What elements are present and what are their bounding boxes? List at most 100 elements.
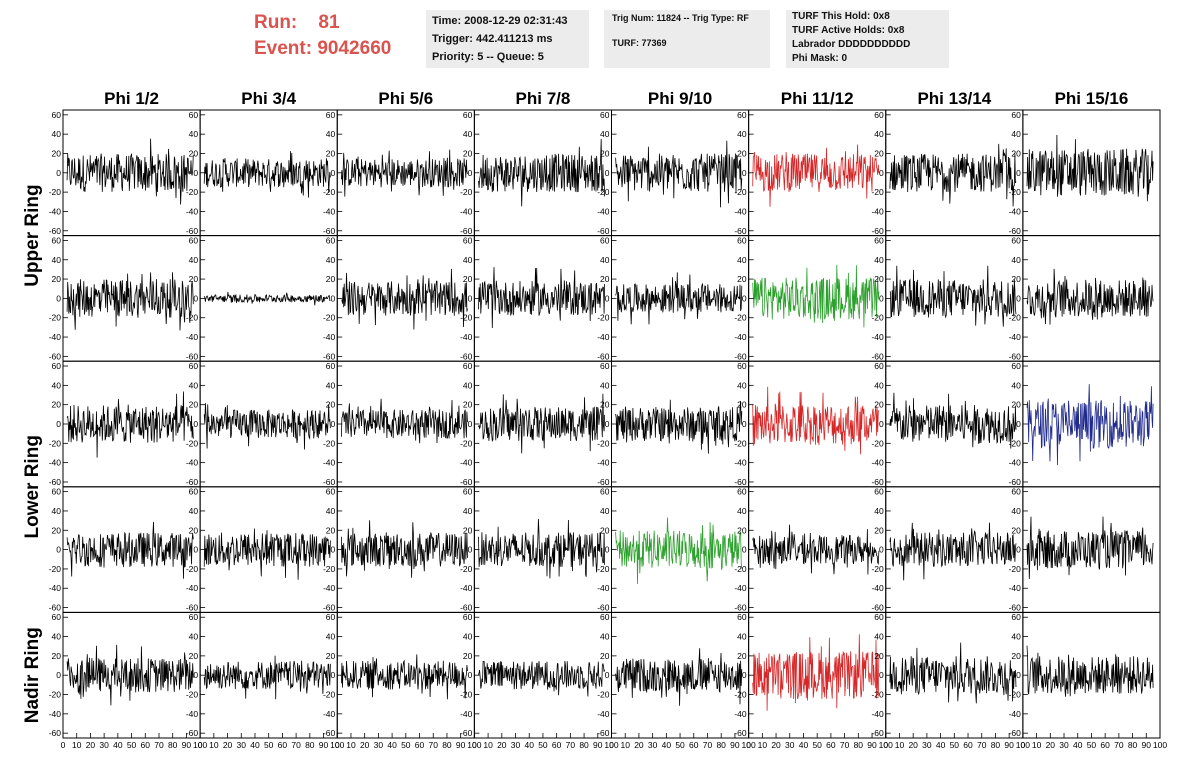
y-tick-label: 40 xyxy=(326,506,336,516)
y-tick-label: 20 xyxy=(463,274,473,284)
event-row: Event: 9042660 xyxy=(254,36,391,62)
y-tick-label: 0 xyxy=(331,545,336,555)
y-tick-label: -40 xyxy=(871,206,884,216)
x-tick-label: 40 xyxy=(250,740,260,750)
y-tick-label: 40 xyxy=(52,506,62,516)
y-tick-label: 40 xyxy=(326,380,336,390)
x-tick-label: 80 xyxy=(442,740,452,750)
y-tick-label: 60 xyxy=(463,235,473,245)
x-tick-label: 70 xyxy=(1114,740,1124,750)
x-tick-label: 60 xyxy=(1100,740,1110,750)
y-tick-label: -20 xyxy=(49,313,62,323)
y-tick-label: -20 xyxy=(186,313,199,323)
y-tick-label: 40 xyxy=(600,632,610,642)
x-tick-label: 30 xyxy=(1059,740,1069,750)
y-tick-label: 40 xyxy=(1011,255,1021,265)
y-tick-label: -60 xyxy=(597,226,610,236)
x-tick-label: 0 xyxy=(883,740,888,750)
panel-frame xyxy=(336,611,475,739)
y-tick-label: -20 xyxy=(871,690,884,700)
y-tick-label: -60 xyxy=(186,351,199,361)
y-tick-label: 60 xyxy=(874,612,884,622)
y-tick-label: -20 xyxy=(186,564,199,574)
y-tick-label: 20 xyxy=(189,651,199,661)
y-tick-label: -60 xyxy=(871,603,884,613)
y-tick-label: 0 xyxy=(879,670,884,680)
y-tick-label: 20 xyxy=(326,148,336,158)
y-tick-label: 20 xyxy=(463,148,473,158)
x-tick-label: 0 xyxy=(335,740,340,750)
y-tick-label: 60 xyxy=(600,612,610,622)
y-tick-label: 60 xyxy=(874,110,884,120)
waveform-trace xyxy=(752,264,880,328)
waveform-trace xyxy=(615,517,743,585)
y-tick-label: 40 xyxy=(326,255,336,265)
x-tick-label: 0 xyxy=(198,740,203,750)
y-tick-label: 60 xyxy=(737,487,747,497)
turf-hold-line: TURF This Hold: 0x8 xyxy=(792,11,890,22)
x-tick-label: 90 xyxy=(730,740,740,750)
y-tick-label: 40 xyxy=(1011,632,1021,642)
trig-info-box: Trig Num: 11824 -- Trig Type: RF TURF: 7… xyxy=(604,10,770,68)
y-tick-label: 0 xyxy=(468,545,473,555)
x-tick-label: 70 xyxy=(291,740,301,750)
y-tick-label: 60 xyxy=(1011,612,1021,622)
y-tick-label: -20 xyxy=(597,438,610,448)
y-tick-label: 20 xyxy=(1011,651,1021,661)
y-tick-label: -60 xyxy=(597,477,610,487)
y-tick-label: -20 xyxy=(460,438,473,448)
y-tick-label: -40 xyxy=(871,583,884,593)
y-tick-label: 20 xyxy=(737,400,747,410)
x-tick-label: 40 xyxy=(524,740,534,750)
y-tick-label: -20 xyxy=(323,313,336,323)
y-tick-label: 20 xyxy=(737,274,747,284)
x-tick-label: 10 xyxy=(346,740,356,750)
y-tick-label: 20 xyxy=(326,400,336,410)
y-tick-label: -40 xyxy=(1009,583,1022,593)
x-tick-label: 50 xyxy=(812,740,822,750)
waveform-trace xyxy=(615,399,743,454)
x-tick-label: 70 xyxy=(840,740,850,750)
y-tick-label: -20 xyxy=(871,438,884,448)
column-header: Phi 11/12 xyxy=(781,89,854,108)
y-tick-label: 20 xyxy=(874,148,884,158)
y-tick-label: 60 xyxy=(874,235,884,245)
y-tick-label: 60 xyxy=(52,612,62,622)
y-tick-label: -40 xyxy=(1009,458,1022,468)
x-tick-label: 30 xyxy=(237,740,247,750)
y-tick-label: -20 xyxy=(1009,564,1022,574)
y-tick-label: 40 xyxy=(737,255,747,265)
waveform-trace xyxy=(889,642,1017,704)
waveform-trace xyxy=(66,138,194,205)
y-tick-label: 40 xyxy=(1011,506,1021,516)
y-tick-label: 40 xyxy=(874,129,884,139)
x-tick-label: 20 xyxy=(1046,740,1056,750)
y-tick-label: -40 xyxy=(49,583,62,593)
y-tick-label: -20 xyxy=(323,438,336,448)
y-tick-label: 40 xyxy=(600,506,610,516)
y-tick-label: 20 xyxy=(874,400,884,410)
y-tick-label: -60 xyxy=(460,226,473,236)
ring-label: Upper Ring xyxy=(22,184,43,286)
y-tick-label: 20 xyxy=(1011,400,1021,410)
y-tick-label: -40 xyxy=(597,332,610,342)
y-tick-label: -40 xyxy=(734,458,747,468)
x-tick-label: 10 xyxy=(1032,740,1042,750)
x-tick-label: 90 xyxy=(319,740,329,750)
y-tick-label: 40 xyxy=(874,255,884,265)
y-tick-label: -40 xyxy=(186,583,199,593)
waveform-trace xyxy=(66,521,194,579)
y-tick-label: -60 xyxy=(49,603,62,613)
y-tick-label: 40 xyxy=(189,506,199,516)
y-tick-label: 20 xyxy=(874,274,884,284)
y-tick-label: 20 xyxy=(463,525,473,535)
y-tick-label: -60 xyxy=(460,603,473,613)
waveform-trace xyxy=(203,403,331,450)
panel-frame xyxy=(336,235,475,362)
trig-line: Trig Num: 11824 -- Trig Type: RF xyxy=(612,13,749,23)
waveform-trace xyxy=(341,149,468,197)
y-tick-label: 60 xyxy=(326,361,336,371)
waveform-trace xyxy=(1026,645,1154,697)
y-tick-label: -60 xyxy=(1009,226,1022,236)
x-tick-label: 0 xyxy=(61,740,66,750)
